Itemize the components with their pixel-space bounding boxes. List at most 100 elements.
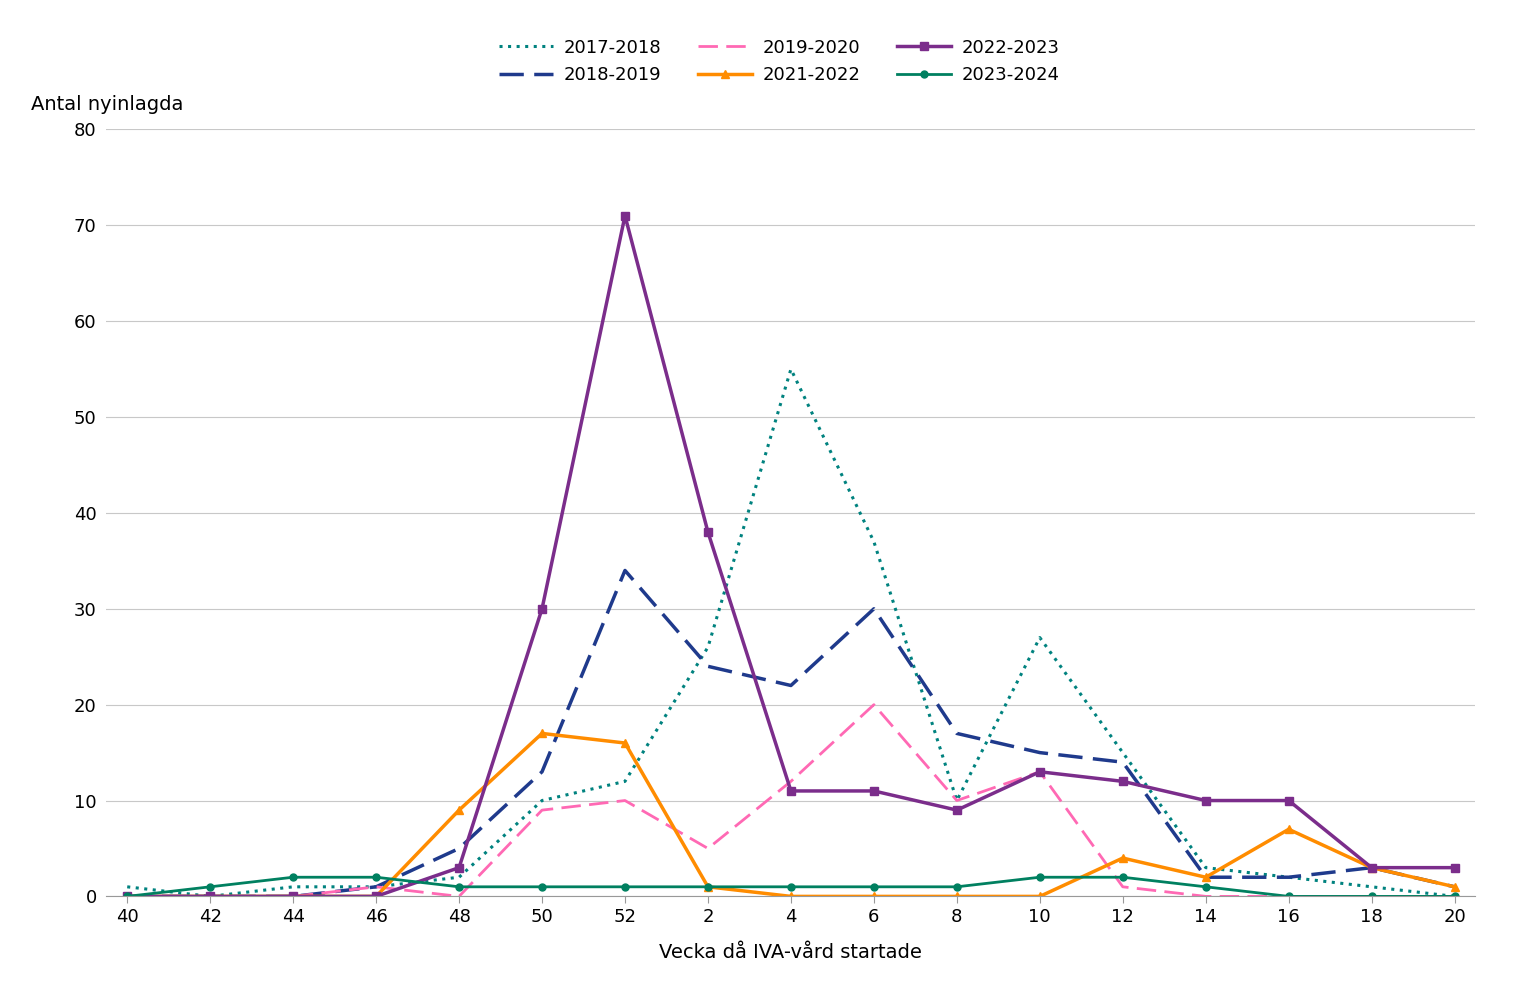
2017-2018	[1363, 880, 1381, 892]
2019-2020	[1197, 890, 1215, 902]
2022-2023	[201, 890, 219, 902]
2022-2023	[1113, 775, 1132, 787]
2022-2023	[1031, 766, 1049, 778]
2021-2022	[782, 890, 800, 902]
2023-2024	[616, 880, 634, 892]
Line: 2019-2020: 2019-2020	[128, 705, 1454, 896]
2021-2022	[201, 890, 219, 902]
2019-2020	[119, 890, 137, 902]
2018-2019	[616, 565, 634, 577]
2018-2019	[698, 660, 716, 672]
2017-2018	[367, 880, 385, 892]
2021-2022	[284, 890, 303, 902]
2021-2022	[948, 890, 966, 902]
2021-2022	[1445, 880, 1463, 892]
X-axis label: Vecka då IVA-vård startade: Vecka då IVA-vård startade	[660, 943, 922, 962]
2023-2024	[532, 880, 551, 892]
2017-2018	[782, 364, 800, 375]
2022-2023	[450, 862, 468, 873]
2022-2023	[698, 526, 716, 538]
2023-2024	[201, 880, 219, 892]
2021-2022	[1279, 824, 1297, 836]
2017-2018	[1445, 890, 1463, 902]
2019-2020	[1445, 890, 1463, 902]
2021-2022	[1363, 862, 1381, 873]
Text: Antal nyinlagda: Antal nyinlagda	[32, 96, 184, 115]
2018-2019	[1197, 872, 1215, 883]
Line: 2023-2024: 2023-2024	[123, 873, 1459, 899]
2018-2019	[284, 890, 303, 902]
2023-2024	[1197, 880, 1215, 892]
2017-2018	[119, 880, 137, 892]
2018-2019	[865, 603, 884, 615]
2017-2018	[450, 872, 468, 883]
2021-2022	[865, 890, 884, 902]
2023-2024	[284, 872, 303, 883]
2022-2023	[1445, 862, 1463, 873]
2019-2020	[201, 890, 219, 902]
2019-2020	[284, 890, 303, 902]
2017-2018	[948, 795, 966, 807]
2022-2023	[616, 210, 634, 222]
2023-2024	[1445, 890, 1463, 902]
2019-2020	[616, 795, 634, 807]
2018-2019	[119, 890, 137, 902]
2022-2023	[532, 603, 551, 615]
2017-2018	[1197, 862, 1215, 873]
2017-2018	[616, 775, 634, 787]
2017-2018	[532, 795, 551, 807]
2021-2022	[532, 727, 551, 739]
2017-2018	[201, 890, 219, 902]
Line: 2021-2022: 2021-2022	[123, 729, 1459, 900]
2021-2022	[1197, 872, 1215, 883]
Line: 2022-2023: 2022-2023	[123, 211, 1459, 900]
2023-2024	[1279, 890, 1297, 902]
2017-2018	[865, 536, 884, 548]
Line: 2018-2019: 2018-2019	[128, 571, 1454, 896]
2021-2022	[119, 890, 137, 902]
2022-2023	[782, 785, 800, 797]
2018-2019	[1445, 880, 1463, 892]
2018-2019	[201, 890, 219, 902]
2023-2024	[948, 880, 966, 892]
2021-2022	[367, 890, 385, 902]
2023-2024	[1113, 872, 1132, 883]
2018-2019	[1113, 756, 1132, 768]
2017-2018	[284, 880, 303, 892]
Legend: 2017-2018, 2018-2019, 2019-2020, 2021-2022, 2022-2023, 2023-2024: 2017-2018, 2018-2019, 2019-2020, 2021-20…	[499, 39, 1060, 84]
2023-2024	[698, 880, 716, 892]
2017-2018	[698, 641, 716, 653]
2022-2023	[948, 804, 966, 816]
2022-2023	[1363, 862, 1381, 873]
2023-2024	[1363, 890, 1381, 902]
2019-2020	[1113, 880, 1132, 892]
2018-2019	[782, 679, 800, 691]
2018-2019	[1363, 862, 1381, 873]
2017-2018	[1113, 747, 1132, 759]
2022-2023	[284, 890, 303, 902]
2023-2024	[865, 880, 884, 892]
2018-2019	[1279, 872, 1297, 883]
2019-2020	[782, 775, 800, 787]
2019-2020	[450, 890, 468, 902]
2017-2018	[1031, 631, 1049, 643]
2021-2022	[616, 737, 634, 749]
2022-2023	[119, 890, 137, 902]
2021-2022	[1031, 890, 1049, 902]
2023-2024	[119, 890, 137, 902]
2021-2022	[1113, 853, 1132, 865]
2022-2023	[1197, 795, 1215, 807]
2018-2019	[1031, 747, 1049, 759]
2019-2020	[948, 795, 966, 807]
2021-2022	[698, 880, 716, 892]
2018-2019	[367, 880, 385, 892]
2018-2019	[532, 766, 551, 778]
2022-2023	[1279, 795, 1297, 807]
2019-2020	[1279, 890, 1297, 902]
2022-2023	[865, 785, 884, 797]
2021-2022	[450, 804, 468, 816]
2023-2024	[1031, 872, 1049, 883]
2018-2019	[948, 727, 966, 739]
2019-2020	[532, 804, 551, 816]
2019-2020	[1031, 766, 1049, 778]
